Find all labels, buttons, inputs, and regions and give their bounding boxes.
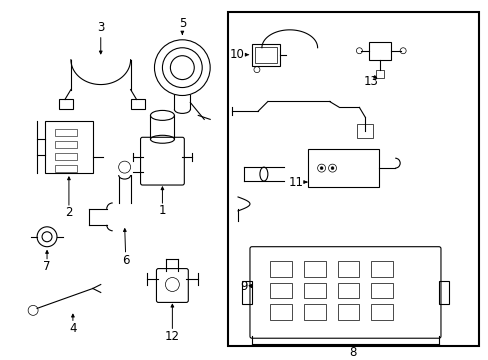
Bar [337, 261, 359, 276]
Text: 1: 1 [159, 204, 166, 217]
Bar [269, 261, 291, 276]
Text: 4: 4 [69, 322, 77, 335]
Bar [337, 283, 359, 298]
Bar [55, 129, 77, 136]
Text: 9: 9 [240, 280, 247, 293]
Bar [55, 153, 77, 160]
Bar [303, 305, 325, 320]
Bar [269, 305, 291, 320]
Text: 13: 13 [363, 75, 378, 88]
Bar [45, 121, 93, 173]
Bar [303, 261, 325, 276]
Circle shape [330, 167, 333, 170]
Bar [130, 99, 144, 109]
Bar [251, 44, 279, 66]
Bar [303, 283, 325, 298]
Bar [337, 305, 359, 320]
Circle shape [320, 167, 323, 170]
Bar [307, 149, 379, 187]
Bar [357, 124, 372, 138]
Bar [438, 280, 448, 305]
Text: 11: 11 [287, 176, 303, 189]
Bar [370, 305, 392, 320]
Bar [370, 283, 392, 298]
Text: 2: 2 [65, 206, 73, 219]
Bar [370, 261, 392, 276]
Text: 8: 8 [349, 346, 356, 359]
Bar [368, 42, 390, 60]
Bar [55, 141, 77, 148]
Bar [269, 283, 291, 298]
Bar [376, 69, 384, 78]
Bar [254, 47, 276, 63]
Bar [59, 99, 73, 109]
Bar [242, 280, 251, 305]
Bar [55, 165, 77, 172]
Text: 5: 5 [178, 17, 185, 30]
Text: 3: 3 [97, 21, 104, 34]
Text: 10: 10 [229, 48, 244, 61]
Text: 12: 12 [164, 330, 180, 343]
Text: 6: 6 [122, 254, 129, 267]
Bar [227, 12, 478, 346]
Text: 7: 7 [43, 260, 51, 273]
